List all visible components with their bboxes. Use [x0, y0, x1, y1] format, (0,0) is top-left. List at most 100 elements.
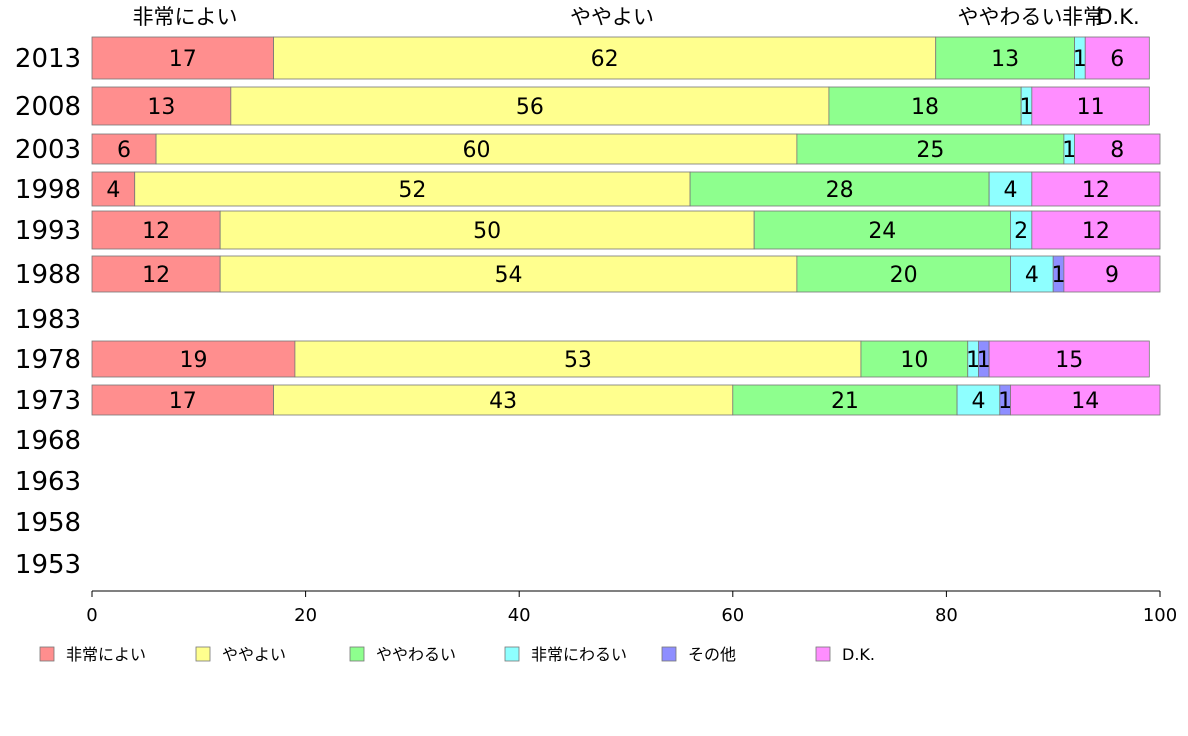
legend: 非常によい ややよい ややわるい 非常にわるい その他 D.K.: [39, 645, 875, 664]
bar-segment: [91, 340, 296, 378]
legend-swatch: [195, 646, 211, 662]
bar-segment: [219, 210, 755, 250]
data-label: 2: [1014, 219, 1028, 244]
data-label: 62: [591, 47, 619, 72]
legend-swatch: [504, 646, 520, 662]
legend-label: D.K.: [842, 645, 875, 664]
bar-segment: [828, 86, 1022, 126]
data-label: 6: [1110, 47, 1124, 72]
legend-label: 非常によい: [66, 645, 146, 664]
data-label: 50: [473, 219, 501, 244]
bar-segment: [732, 384, 958, 416]
bar-segment: [1031, 171, 1161, 207]
legend-label: ややよい: [222, 645, 286, 664]
legend-swatch: [815, 646, 831, 662]
data-label: 24: [868, 219, 896, 244]
top-label: 非常によい: [133, 5, 238, 29]
legend-swatch: [349, 646, 365, 662]
year-label: 1963: [15, 467, 81, 497]
data-label: 12: [1082, 219, 1110, 244]
top-label: D.K.: [1096, 5, 1139, 29]
data-label: 1: [1052, 263, 1066, 288]
data-label: 25: [916, 138, 944, 163]
top-category-labels: 非常によい ややよい ややわるい 非常D.K.: [133, 5, 1140, 29]
bar-segment: [1084, 36, 1150, 80]
year-label: 2003: [15, 135, 81, 165]
bar-segment: [1031, 210, 1161, 250]
bar-segment: [860, 340, 969, 378]
bar-segment: [219, 255, 798, 293]
year-label: 1983: [15, 305, 81, 335]
top-label: ややわるい: [958, 5, 1063, 29]
legend-label: 非常にわるい: [531, 645, 627, 664]
data-label: 4: [1025, 263, 1039, 288]
data-label: 14: [1071, 389, 1099, 414]
data-label: 60: [462, 138, 490, 163]
data-label: 21: [831, 389, 859, 414]
year-label: 1968: [15, 426, 81, 456]
data-label: 1: [998, 389, 1012, 414]
year-label: 1973: [15, 386, 81, 416]
data-label: 1: [1073, 47, 1087, 72]
bar-segment: [273, 384, 734, 416]
x-axis: 0 20 40 60 80 100: [86, 590, 1177, 626]
data-label: 1: [977, 348, 991, 373]
legend-label: その他: [688, 645, 736, 664]
data-label: 12: [142, 219, 170, 244]
bar-segment: [91, 133, 157, 165]
legend-swatch: [39, 646, 55, 662]
bar-segment: [1010, 255, 1054, 293]
bar-segment: [91, 36, 274, 80]
data-label: 12: [1082, 178, 1110, 203]
data-label: 10: [900, 348, 928, 373]
top-label: ややよい: [570, 5, 654, 29]
data-label: 1: [1020, 95, 1034, 120]
data-label: 4: [971, 389, 985, 414]
year-label: 1958: [15, 508, 81, 538]
legend-swatch: [661, 646, 677, 662]
bar-segment: [753, 210, 1011, 250]
x-tick-label: 80: [935, 605, 958, 626]
bar-segment: [1063, 255, 1161, 293]
data-label: 20: [890, 263, 918, 288]
bar-segment: [91, 384, 274, 416]
bar-segment: [988, 171, 1033, 207]
data-label: 15: [1055, 348, 1083, 373]
bar-segment: [796, 255, 1011, 293]
bar-segment: [1031, 86, 1150, 126]
data-label: 17: [169, 389, 197, 414]
data-label: 52: [398, 178, 426, 203]
data-label: 18: [911, 95, 939, 120]
data-label: 54: [495, 263, 523, 288]
bar-segment: [796, 133, 1065, 165]
year-label: 2013: [15, 44, 81, 74]
year-label: 1988: [15, 260, 81, 290]
bar-segment: [91, 255, 221, 293]
x-tick-label: 0: [86, 605, 97, 626]
bar-segment: [988, 340, 1150, 378]
data-label: 4: [106, 178, 120, 203]
year-label: 1998: [15, 175, 81, 205]
data-label: 13: [991, 47, 1019, 72]
data-label: 56: [516, 95, 544, 120]
data-label: 53: [564, 348, 592, 373]
bar-segment: [91, 171, 136, 207]
bar-segment: [294, 340, 862, 378]
bar-segment: [134, 171, 691, 207]
data-label: 6: [117, 138, 131, 163]
year-label: 1953: [15, 550, 81, 580]
data-label: 1: [966, 348, 980, 373]
bar-segment: [273, 36, 937, 80]
bar-segment: [91, 210, 221, 250]
bar-segment: [230, 86, 830, 126]
data-label: 19: [179, 348, 207, 373]
data-label: 1: [1062, 138, 1076, 163]
bar-segment: [91, 86, 232, 126]
top-label: 非常: [1062, 5, 1104, 29]
year-label: 2008: [15, 92, 81, 122]
x-tick-label: 60: [721, 605, 744, 626]
data-label: 12: [142, 263, 170, 288]
data-label: 43: [489, 389, 517, 414]
